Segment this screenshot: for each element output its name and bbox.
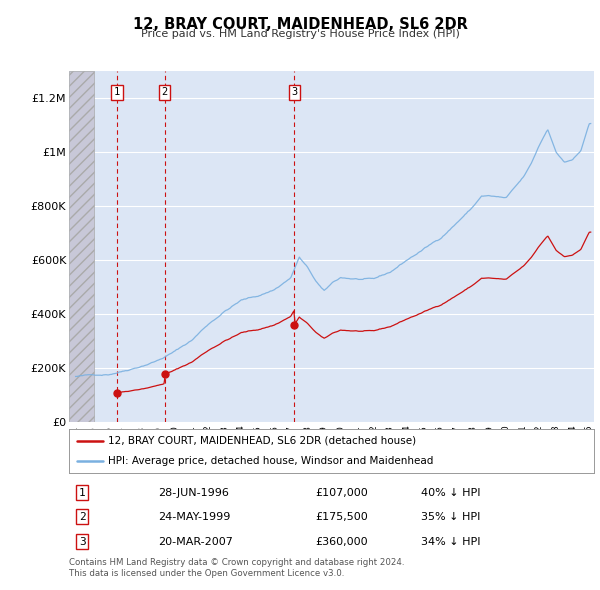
Text: £360,000: £360,000 [316, 537, 368, 547]
Text: 2: 2 [161, 87, 167, 97]
Text: 34% ↓ HPI: 34% ↓ HPI [421, 537, 480, 547]
Text: £175,500: £175,500 [316, 512, 368, 522]
Text: 24-MAY-1999: 24-MAY-1999 [158, 512, 230, 522]
Text: 28-JUN-1996: 28-JUN-1996 [158, 488, 229, 498]
Text: 2: 2 [79, 512, 86, 522]
Text: Contains HM Land Registry data © Crown copyright and database right 2024.
This d: Contains HM Land Registry data © Crown c… [69, 558, 404, 578]
Bar [69, 71, 94, 422]
Text: £107,000: £107,000 [316, 488, 368, 498]
Text: Price paid vs. HM Land Registry's House Price Index (HPI): Price paid vs. HM Land Registry's House … [140, 29, 460, 39]
Text: 1: 1 [79, 488, 86, 498]
Text: 20-MAR-2007: 20-MAR-2007 [158, 537, 233, 547]
Text: HPI: Average price, detached house, Windsor and Maidenhead: HPI: Average price, detached house, Wind… [109, 456, 434, 466]
Text: 12, BRAY COURT, MAIDENHEAD, SL6 2DR (detached house): 12, BRAY COURT, MAIDENHEAD, SL6 2DR (det… [109, 436, 416, 446]
Text: 12, BRAY COURT, MAIDENHEAD, SL6 2DR: 12, BRAY COURT, MAIDENHEAD, SL6 2DR [133, 17, 467, 31]
Text: 3: 3 [291, 87, 298, 97]
Text: 1: 1 [114, 87, 120, 97]
Text: 40% ↓ HPI: 40% ↓ HPI [421, 488, 480, 498]
Text: 3: 3 [79, 537, 86, 547]
Text: 35% ↓ HPI: 35% ↓ HPI [421, 512, 480, 522]
